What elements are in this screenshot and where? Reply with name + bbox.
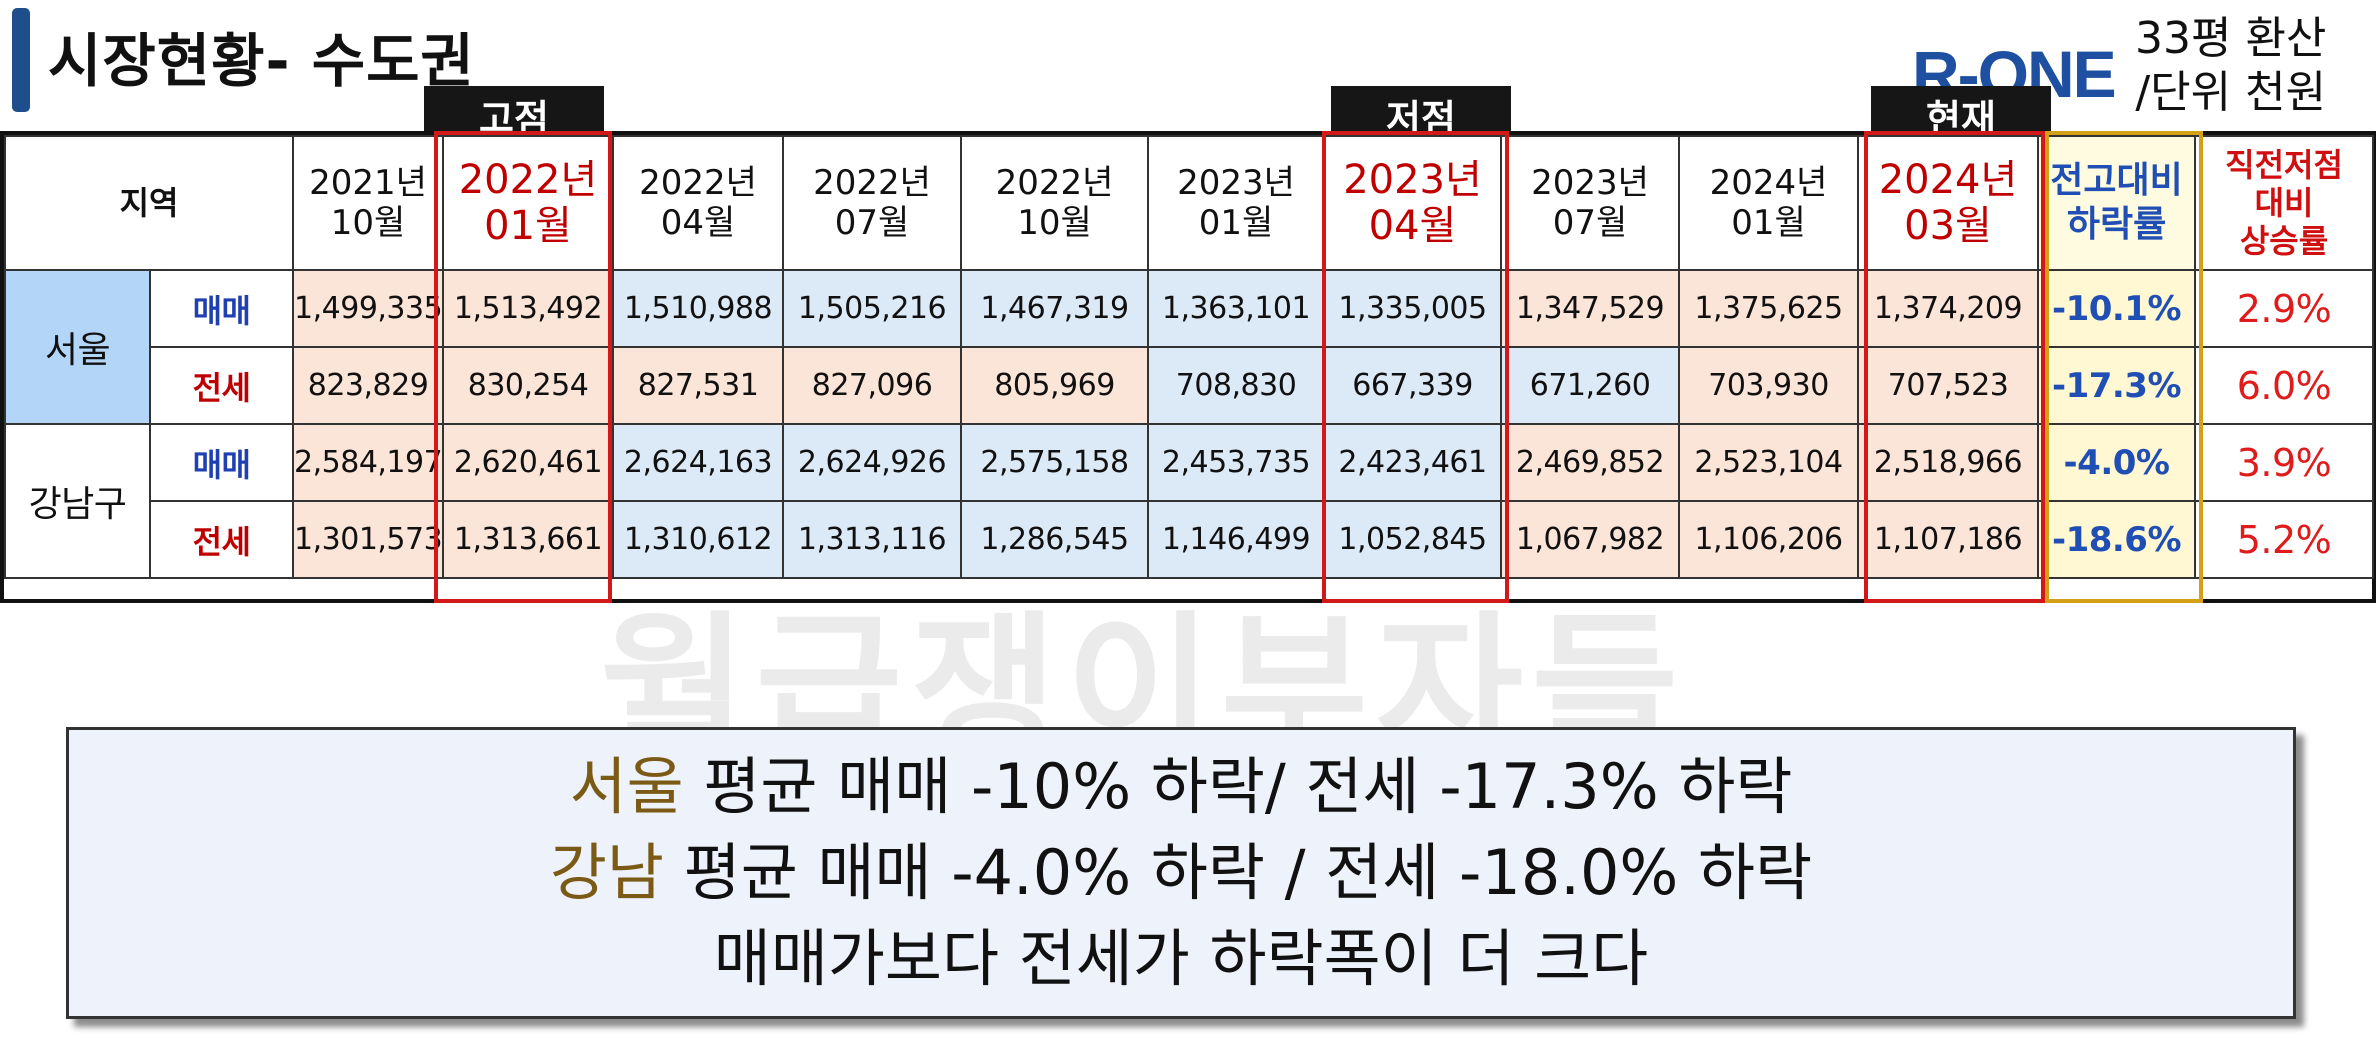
table-cell: 2,620,461 — [442, 423, 615, 502]
drop-rate-cell: -18.6% — [2037, 500, 2197, 579]
header-period-2: 2022년 04월 — [612, 135, 785, 271]
table-cell: 2,575,158 — [960, 423, 1150, 502]
table-cell: 1,505,216 — [782, 269, 963, 348]
table-cell: 1,052,845 — [1323, 500, 1503, 579]
table-header-row: 지역 2021년 10월 2022년 01월 2022년 04월 2022년 07월 2… — [3, 135, 2375, 271]
header-period-6-low: 2023년 04월 — [1323, 135, 1503, 271]
table-cell: 1,106,206 — [1678, 500, 1860, 579]
table-cell: 830,254 — [442, 346, 615, 425]
header-rise-rate: 직전저점 대비 상승률 — [2194, 135, 2375, 271]
table-cell: 2,423,461 — [1323, 423, 1503, 502]
rise-rate-cell: 5.2% — [2194, 500, 2375, 579]
header-period-3: 2022년 07월 — [782, 135, 963, 271]
header-period-5: 2023년 01월 — [1147, 135, 1326, 271]
drop-rate-cell: -10.1% — [2037, 269, 2197, 348]
table-cell: 703,930 — [1678, 346, 1860, 425]
type-sale: 매매 — [148, 423, 295, 502]
table-row-seoul-sale: 서울 매매 1,499,335 1,513,492 1,510,988 1,50… — [4, 269, 2375, 425]
unit-note-line2: /단위 천원 — [2135, 67, 2327, 118]
table-cell: 805,969 — [960, 346, 1150, 425]
table-cell: 1,310,612 — [612, 500, 785, 579]
header-period-0: 2021년 10월 — [292, 135, 445, 271]
page-title: 시장현황- 수도권 — [48, 27, 475, 95]
table-cell: 1,510,988 — [612, 269, 785, 348]
title-accent-bar — [12, 8, 30, 112]
table-cell: 1,513,492 — [442, 269, 615, 348]
type-jeonse: 전세 — [148, 346, 295, 425]
summary-region-gangnam: 강남 — [549, 836, 664, 909]
summary-text-2: 평균 매매 -4.0% 하락 / 전세 -18.0% 하락 — [663, 836, 1813, 909]
header-period-4: 2022년 10월 — [960, 135, 1150, 271]
table-cell: 1,107,186 — [1857, 500, 2040, 579]
region-seoul: 서울 — [4, 269, 151, 425]
table-cell: 2,518,966 — [1857, 423, 2040, 502]
table-cell: 827,096 — [782, 346, 963, 425]
table-cell: 2,624,163 — [612, 423, 785, 502]
table-cell: 2,624,926 — [782, 423, 963, 502]
drop-rate-cell: -17.3% — [2037, 346, 2197, 425]
table-cell: 1,499,335 — [292, 269, 445, 348]
header-period-8: 2024년 01월 — [1678, 135, 1860, 271]
header-region: 지역 — [3, 135, 295, 271]
table-cell: 671,260 — [1500, 346, 1681, 425]
rise-rate-cell: 3.9% — [2194, 423, 2375, 502]
summary-text-1: 평균 매매 -10% 하락/ 전세 -17.3% 하락 — [683, 750, 1793, 823]
region-gangnam: 강남구 — [4, 423, 151, 579]
summary-box: 서울 평균 매매 -10% 하락/ 전세 -17.3% 하락 강남 평균 매매 … — [66, 727, 2296, 1019]
type-sale: 매매 — [148, 269, 295, 348]
summary-line-3: 매매가보다 전세가 하락폭이 더 크다 — [713, 922, 1649, 995]
table-cell: 1,374,209 — [1857, 269, 2040, 348]
table-row-seoul-jeonse: 전세 823,829 830,254 827,531 827,096 805,9… — [5, 346, 2375, 425]
table-cell: 2,584,197 — [292, 423, 445, 502]
market-table: 지역 2021년 10월 2022년 01월 2022년 04월 2022년 07월 2… — [0, 131, 2376, 603]
table-cell: 2,453,735 — [1147, 423, 1326, 502]
header-period-7: 2023년 07월 — [1500, 135, 1681, 271]
table-cell: 708,830 — [1147, 346, 1326, 425]
unit-note: 33평 환산 /단위 천원 — [2135, 12, 2326, 120]
summary-region-seoul: 서울 — [569, 750, 684, 823]
table-cell: 1,301,573 — [292, 500, 445, 579]
table-cell: 1,363,101 — [1147, 269, 1326, 348]
table-cell: 1,467,319 — [960, 269, 1150, 348]
unit-note-line1: 33평 환산 — [2135, 13, 2327, 64]
table-cell: 827,531 — [612, 346, 785, 425]
table-cell: 2,469,852 — [1500, 423, 1681, 502]
rise-rate-cell: 6.0% — [2194, 346, 2375, 425]
table-cell: 707,523 — [1857, 346, 2040, 425]
table-row-gangnam-jeonse: 전세 1,301,573 1,313,661 1,310,612 1,313,1… — [5, 500, 2375, 579]
summary-line-2: 강남 평균 매매 -4.0% 하락 / 전세 -18.0% 하락 — [69, 830, 2293, 916]
type-jeonse: 전세 — [148, 500, 295, 579]
table-cell: 1,313,661 — [442, 500, 615, 579]
header-period-9-current: 2024년 03월 — [1857, 135, 2040, 271]
table-cell: 1,286,545 — [960, 500, 1150, 579]
table-cell: 823,829 — [292, 346, 445, 425]
table-cell: 1,375,625 — [1678, 269, 1860, 348]
price-table: 지역 2021년 10월 2022년 01월 2022년 04월 2022년 07월 2… — [3, 135, 2375, 579]
rise-rate-cell: 2.9% — [2194, 269, 2375, 348]
table-row-gangnam-sale: 강남구 매매 2,584,197 2,620,461 2,624,163 2,6… — [4, 423, 2375, 579]
summary-line-1: 서울 평균 매매 -10% 하락/ 전세 -17.3% 하락 — [69, 744, 2293, 830]
table-cell: 1,347,529 — [1500, 269, 1681, 348]
table-cell: 1,313,116 — [782, 500, 963, 579]
table-cell: 2,523,104 — [1678, 423, 1860, 502]
header-drop-rate: 전고대비 하락률 — [2037, 135, 2197, 271]
table-cell: 1,067,982 — [1500, 500, 1681, 579]
drop-rate-cell: -4.0% — [2037, 423, 2197, 502]
table-cell: 667,339 — [1323, 346, 1503, 425]
header-period-1-high: 2022년 01월 — [442, 135, 615, 271]
table-cell: 1,335,005 — [1323, 269, 1503, 348]
